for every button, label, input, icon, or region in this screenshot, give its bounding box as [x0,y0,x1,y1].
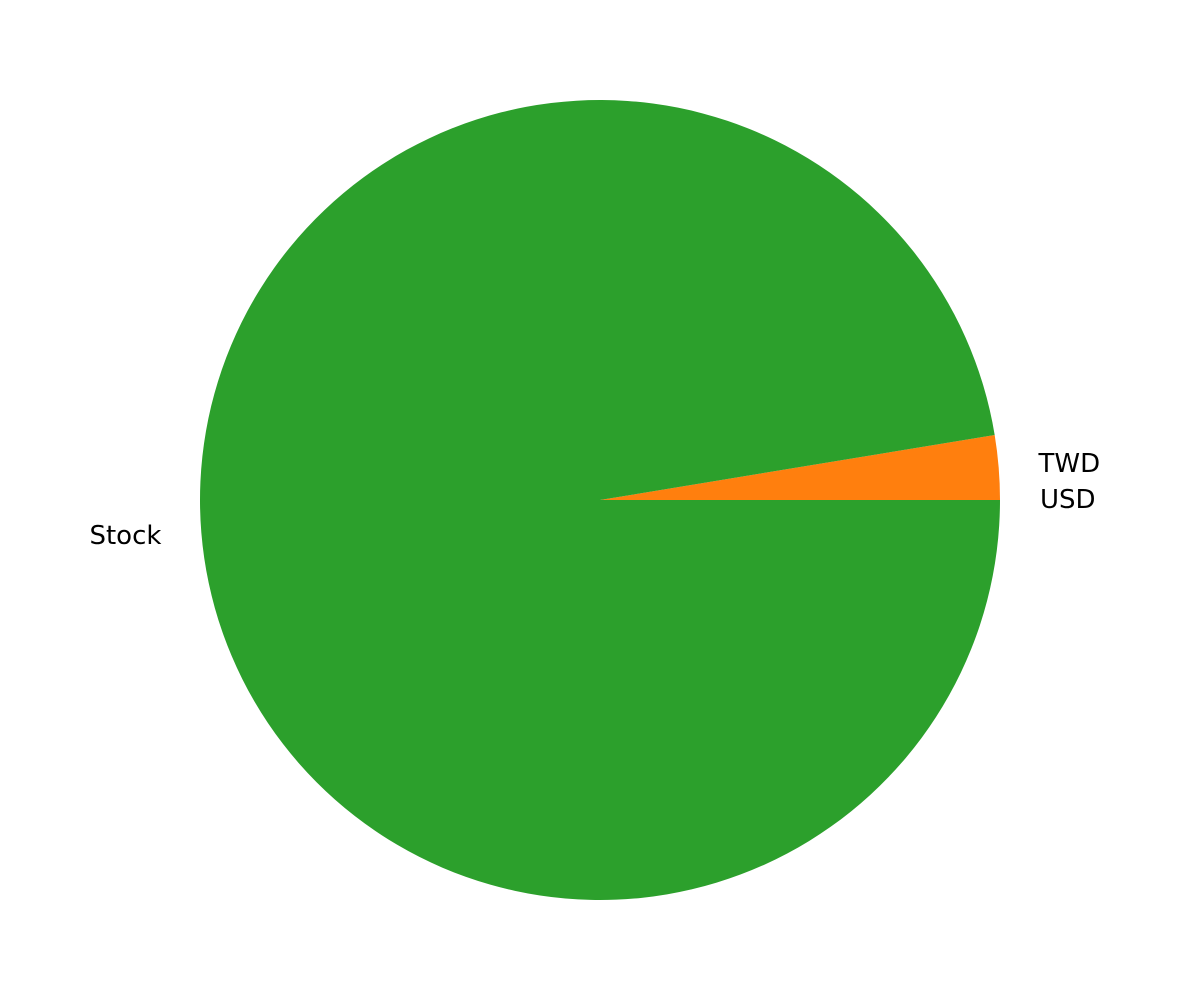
pie-slice-twd [600,434,1000,500]
pie-label-stock: Stock [89,521,161,551]
pie-slices [199,99,1001,900]
pie-slice-labels: USD TWD Stock [89,449,1100,551]
pie-label-usd: USD [1040,485,1096,515]
pie-label-twd: TWD [1038,449,1101,479]
pie-slice-stock [199,99,1001,900]
